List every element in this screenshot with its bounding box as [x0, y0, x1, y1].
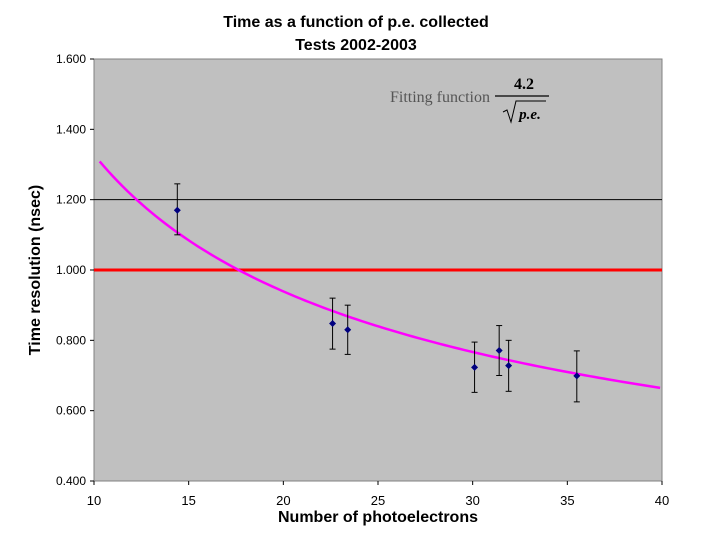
- y-tick-label: 1.200: [56, 193, 86, 207]
- x-tick-label: 20: [276, 493, 290, 508]
- x-axis-label: Number of photoelectrons: [278, 509, 478, 526]
- chart-title: Time as a function of p.e. collected: [223, 14, 489, 31]
- x-axis-ticks: 10 15 20 25 30 35 40: [87, 481, 669, 508]
- y-tick-label: 0.600: [56, 404, 86, 418]
- data-point: [173, 206, 181, 214]
- chart-subtitle: Tests 2002-2003: [295, 37, 417, 54]
- x-tick-label: 40: [655, 493, 669, 508]
- y-tick-label: 0.400: [56, 474, 86, 488]
- fit-denominator: p.e.: [517, 107, 541, 123]
- data-point: [344, 326, 352, 334]
- x-tick-label: 10: [87, 493, 101, 508]
- y-axis-label: Time resolution (nsec): [27, 185, 44, 355]
- fit-curve-group: [98, 160, 661, 390]
- sqrt-sign-icon: [502, 100, 546, 124]
- x-tick-label: 15: [181, 493, 195, 508]
- data-point: [573, 372, 581, 380]
- y-axis-ticks: 0.400 0.600 0.800 1.000 1.200 1.400 1.600: [56, 52, 94, 488]
- data-point: [505, 362, 513, 370]
- x-tick-label: 30: [465, 493, 479, 508]
- fit-curve: [98, 160, 661, 390]
- data-point: [471, 363, 479, 371]
- fit-numerator: 4.2: [514, 76, 534, 93]
- fit-annotation: Fitting function 4.2 p.e.: [390, 76, 549, 124]
- fit-label: Fitting function: [390, 89, 490, 106]
- data-point: [495, 347, 503, 355]
- y-tick-label: 1.600: [56, 52, 86, 66]
- y-tick-label: 1.000: [56, 263, 86, 277]
- data-point: [329, 319, 337, 327]
- y-tick-label: 0.800: [56, 333, 86, 347]
- data-points: [173, 206, 581, 380]
- y-tick-label: 1.400: [56, 122, 86, 136]
- x-tick-label: 35: [560, 493, 574, 508]
- x-tick-label: 25: [371, 493, 385, 508]
